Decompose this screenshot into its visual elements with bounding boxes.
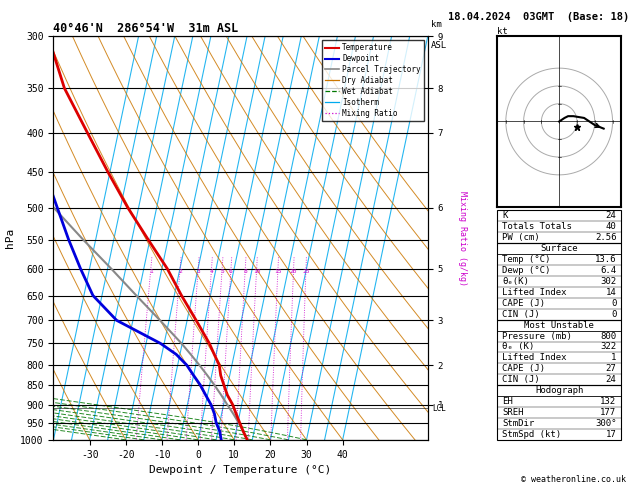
Text: 24: 24 bbox=[606, 375, 616, 384]
Text: 40°46'N  286°54'W  31m ASL: 40°46'N 286°54'W 31m ASL bbox=[53, 22, 239, 35]
Text: K: K bbox=[502, 211, 507, 220]
Text: 20: 20 bbox=[290, 269, 298, 274]
Text: Lifted Index: Lifted Index bbox=[502, 353, 566, 363]
Text: 18.04.2024  03GMT  (Base: 18): 18.04.2024 03GMT (Base: 18) bbox=[448, 12, 629, 22]
Text: 132: 132 bbox=[600, 397, 616, 406]
Legend: Temperature, Dewpoint, Parcel Trajectory, Dry Adiabat, Wet Adiabat, Isotherm, Mi: Temperature, Dewpoint, Parcel Trajectory… bbox=[322, 40, 424, 121]
Text: 17: 17 bbox=[606, 430, 616, 439]
Text: PW (cm): PW (cm) bbox=[502, 233, 540, 242]
Text: Most Unstable: Most Unstable bbox=[524, 321, 594, 330]
Text: CIN (J): CIN (J) bbox=[502, 310, 540, 319]
Text: 40: 40 bbox=[606, 222, 616, 231]
Text: km: km bbox=[431, 20, 442, 29]
Text: 8: 8 bbox=[243, 269, 247, 274]
Bar bbox=[497, 243, 621, 320]
Text: 1: 1 bbox=[611, 353, 616, 363]
Text: 0: 0 bbox=[611, 310, 616, 319]
Y-axis label: hPa: hPa bbox=[4, 228, 14, 248]
Text: 25: 25 bbox=[303, 269, 309, 274]
Text: Lifted Index: Lifted Index bbox=[502, 288, 566, 297]
Text: 0: 0 bbox=[611, 299, 616, 308]
Text: © weatheronline.co.uk: © weatheronline.co.uk bbox=[521, 474, 626, 484]
Text: Temp (°C): Temp (°C) bbox=[502, 255, 550, 264]
Text: StmDir: StmDir bbox=[502, 419, 534, 428]
Text: 3: 3 bbox=[196, 269, 200, 274]
Text: Hodograph: Hodograph bbox=[535, 386, 583, 395]
Text: 800: 800 bbox=[600, 331, 616, 341]
Text: 6.4: 6.4 bbox=[600, 266, 616, 275]
Text: ASL: ASL bbox=[431, 41, 447, 51]
Bar bbox=[497, 210, 621, 243]
Text: θₑ(K): θₑ(K) bbox=[502, 277, 529, 286]
Text: EH: EH bbox=[502, 397, 513, 406]
Text: Dewp (°C): Dewp (°C) bbox=[502, 266, 550, 275]
Text: 177: 177 bbox=[600, 408, 616, 417]
Text: 6: 6 bbox=[229, 269, 233, 274]
Text: θₑ (K): θₑ (K) bbox=[502, 343, 534, 351]
Text: 27: 27 bbox=[606, 364, 616, 373]
Bar bbox=[497, 385, 621, 440]
Text: CAPE (J): CAPE (J) bbox=[502, 364, 545, 373]
Text: kt: kt bbox=[497, 27, 508, 36]
Text: Surface: Surface bbox=[540, 244, 578, 253]
Text: Pressure (mb): Pressure (mb) bbox=[502, 331, 572, 341]
Text: StmSpd (kt): StmSpd (kt) bbox=[502, 430, 561, 439]
Text: 24: 24 bbox=[606, 211, 616, 220]
Text: Mixing Ratio (g/kg): Mixing Ratio (g/kg) bbox=[458, 191, 467, 286]
Text: 5: 5 bbox=[220, 269, 224, 274]
Text: 14: 14 bbox=[606, 288, 616, 297]
Text: 2: 2 bbox=[178, 269, 182, 274]
Text: 13.6: 13.6 bbox=[595, 255, 616, 264]
Text: 322: 322 bbox=[600, 343, 616, 351]
Text: CAPE (J): CAPE (J) bbox=[502, 299, 545, 308]
Text: CIN (J): CIN (J) bbox=[502, 375, 540, 384]
Text: SREH: SREH bbox=[502, 408, 523, 417]
Text: 1: 1 bbox=[149, 269, 153, 274]
Text: 2.56: 2.56 bbox=[595, 233, 616, 242]
Bar bbox=[497, 320, 621, 385]
Text: LCL: LCL bbox=[432, 404, 446, 413]
Text: 302: 302 bbox=[600, 277, 616, 286]
Text: 300°: 300° bbox=[595, 419, 616, 428]
Text: 4: 4 bbox=[209, 269, 213, 274]
Text: Totals Totals: Totals Totals bbox=[502, 222, 572, 231]
X-axis label: Dewpoint / Temperature (°C): Dewpoint / Temperature (°C) bbox=[150, 465, 331, 475]
Text: 15: 15 bbox=[274, 269, 282, 274]
Text: 10: 10 bbox=[253, 269, 260, 274]
